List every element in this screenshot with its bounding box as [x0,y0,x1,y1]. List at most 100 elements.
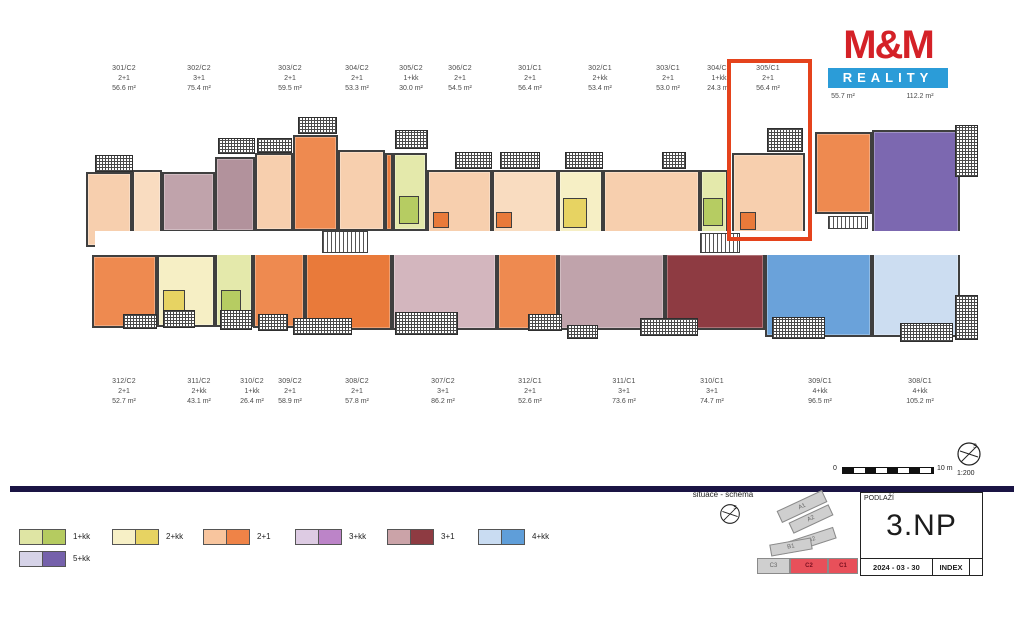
unit-area: 56.4 m² [756,85,780,92]
schematic-building-C3: C3 [757,558,790,574]
unit-number: 312/C2 [112,378,136,385]
balcony [662,152,686,169]
legend-swatch-dark [410,529,434,545]
unit-label-308/C1: 308/C1 4+kk 105.2 m² [882,377,958,407]
unit-number: 305/C2 [399,65,423,72]
unit-label-307/C2: 307/C2 3+1 86.2 m² [405,377,481,407]
unit-layout: 1+kk [711,75,727,82]
unit-layout: 1+kk [403,75,419,82]
unit-number: 303/C2 [278,65,302,72]
unit-layout: 3+1 [193,75,205,82]
floor-number: 3.NP [886,509,957,542]
unit-number: 308/C1 [908,378,932,385]
unit-label-306/C2: 306/C2 2+1 54.5 m² [422,64,498,94]
unit-number: 307/C2 [431,378,455,385]
balcony [900,323,953,342]
unit-area: 73.6 m² [612,398,636,405]
unit-number: 309/C1 [808,378,832,385]
balcony [218,138,255,154]
unit-layout: 3+1 [618,388,630,395]
unit-number: 302/C1 [588,65,612,72]
balcony [95,155,133,172]
unit-label-311/C1: 311/C1 3+1 73.6 m² [586,377,662,407]
unit-label-312/C1: 312/C1 2+1 52.6 m² [492,377,568,407]
unit-number: 306/C2 [448,65,472,72]
unit-area: 59.5 m² [278,85,302,92]
legend-item-3+kk: 3+kk [295,529,395,545]
legend-swatch-light [112,529,136,545]
legend-item-2+1: 2+1 [203,529,303,545]
unit-layout: 2+kk [191,388,207,395]
room-accent [740,212,756,230]
legend-swatch-dark [501,529,525,545]
legend-label: 1+kk [73,532,91,541]
balcony [772,317,825,339]
highlighted-unit-box[interactable] [727,59,812,241]
corridor [95,231,963,255]
title-block-footer: 2024 - 03 - 30 INDEX [861,558,982,575]
legend-swatch-light [295,529,319,545]
floor-label: PODLAŽÍ [864,495,894,502]
legend-label: 3+1 [441,532,455,541]
legend-swatch-dark [226,529,250,545]
unit-label-301/C1: 301/C1 2+1 56.4 m² [492,64,568,94]
legend-item-2+kk: 2+kk [112,529,212,545]
unit-area: 43.1 m² [187,398,211,405]
unit-layout: 2+1 [524,75,536,82]
legend-swatch-dark [135,529,159,545]
apartment-unit [427,170,492,243]
unit-label-303/C2: 303/C2 2+1 59.5 m² [252,64,328,94]
room-accent [433,212,449,228]
legend-swatch-dark [42,529,66,545]
unit-area: 53.0 m² [656,85,680,92]
balcony [395,130,428,149]
unit-area: 56.6 m² [112,85,136,92]
logo-mm-text: M&M [828,24,948,68]
schematic-building-C2: C2 [790,558,828,574]
unit-area: 53.4 m² [588,85,612,92]
unit-label-302/C1: 302/C1 2+kk 53.4 m² [562,64,638,94]
scale-bar [842,467,934,474]
balcony [767,128,803,152]
apartment-unit [162,172,215,232]
unit-layout: 2+1 [454,75,466,82]
legend-label: 2+kk [166,532,184,541]
unit-layout: 2+1 [284,388,296,395]
unit-area: 58.9 m² [278,398,302,405]
room-accent [399,196,419,224]
index-label: INDEX [933,559,971,575]
unit-layout: 2+1 [284,75,296,82]
unit-area: 26.4 m² [240,398,264,405]
unit-label-304/C2: 304/C2 2+1 53.3 m² [319,64,395,94]
scalebar-ten-label: 10 m [937,465,953,472]
situation-compass-icon: S [719,503,741,530]
unit-label-309/C1: 309/C1 4+kk 96.5 m² [782,377,858,407]
balcony [293,318,352,335]
unit-layout: 2+1 [118,388,130,395]
unit-label-310/C2: 310/C2 1+kk 26.4 m² [214,377,290,407]
legend-item-3+1: 3+1 [387,529,487,545]
legend-item-1+kk: 1+kk [19,529,119,545]
unit-number: 309/C2 [278,378,302,385]
unit-area: 52.7 m² [112,398,136,405]
unit-layout: 3+1 [706,388,718,395]
balcony [455,152,492,169]
legend-label: 3+kk [349,532,367,541]
legend-label: 4+kk [532,532,550,541]
apartment-unit [338,150,385,231]
apartment-unit [603,170,700,241]
unit-number: 304/C1 [707,65,731,72]
unit-area-partial: 55.7 m² [831,93,855,100]
unit-label-308/C2: 308/C2 2+1 57.8 m² [319,377,395,407]
unit-area-partial: 112.2 m² [906,93,934,100]
unit-layout: 2+1 [351,75,363,82]
legend-swatch-light [387,529,411,545]
unit-label-310/C1: 310/C1 3+1 74.7 m² [674,377,750,407]
unit-number: 302/C2 [187,65,211,72]
unit-area: 52.6 m² [518,398,542,405]
unit-label-304/C1: 304/C1 1+kk 24.3 m² [681,64,757,94]
staircase [322,231,368,253]
legend-swatch-light [478,529,502,545]
empty-cell [970,559,982,575]
legend-swatch-dark [318,529,342,545]
